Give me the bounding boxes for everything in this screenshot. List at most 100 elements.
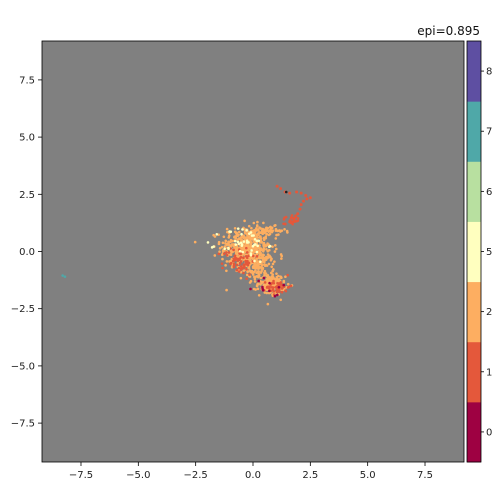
data-point-class-5 (240, 232, 243, 236)
data-point-class-2 (279, 298, 283, 302)
data-point-class-2 (265, 274, 269, 278)
data-point-class-2 (271, 262, 275, 266)
data-point-class-1 (220, 262, 224, 265)
data-point-class-2 (273, 260, 276, 263)
colorbar-segment (467, 41, 481, 102)
data-point-class-2 (221, 241, 225, 245)
data-point-class-1 (287, 285, 291, 289)
colorbar-segment (467, 101, 481, 162)
points-layer (61, 184, 312, 306)
data-point-class-2 (247, 248, 250, 251)
data-point-class-0 (277, 285, 281, 289)
data-point-class-2 (241, 247, 245, 251)
data-point-class-1 (280, 287, 284, 290)
data-point-class-2 (253, 280, 257, 283)
data-point-class-1 (241, 266, 244, 270)
data-point-class-0 (276, 293, 279, 297)
data-point-class-2 (252, 287, 256, 291)
data-point-class-2 (265, 226, 268, 230)
data-point-class-0 (249, 287, 252, 291)
data-point-class-1 (272, 281, 276, 285)
data-point-class-2 (284, 275, 287, 279)
data-point-class-1 (231, 259, 235, 263)
data-point-class-2 (273, 250, 277, 253)
colorbar-tick-label: 2 (486, 307, 492, 318)
data-point-class-1 (282, 218, 286, 221)
data-point-class-2 (267, 279, 270, 282)
data-point-class-2 (247, 266, 250, 270)
data-point-class-2 (257, 267, 261, 270)
data-point-class-7 (63, 275, 67, 278)
data-point-class-1 (263, 281, 267, 284)
data-point-class-2 (239, 236, 242, 239)
data-point-class-2 (262, 250, 265, 253)
data-point-class-1 (304, 193, 308, 197)
data-point-class-2 (274, 247, 278, 251)
data-point-class-2 (218, 250, 221, 254)
y-axis: 7.5 5.0 2.5 0.0 −2.5 −5.0 −7.5 (11, 75, 42, 430)
data-point-class-2 (257, 282, 260, 286)
data-point-class-1 (239, 252, 242, 256)
data-point-class-2 (259, 276, 263, 280)
data-point-class-2 (283, 228, 286, 231)
data-point-class-2 (271, 229, 274, 233)
data-point-class-2 (270, 265, 274, 269)
colorbar-tick-label: 7 (486, 127, 492, 138)
data-point-class-2 (263, 273, 266, 277)
data-point-class-2 (251, 237, 255, 241)
data-point-class-1 (239, 256, 243, 259)
data-point-class-1 (275, 184, 279, 188)
data-point-class-2 (267, 291, 271, 295)
data-point-class-2 (265, 291, 269, 295)
y-tick-label: 0.0 (19, 247, 35, 258)
data-point-class-2 (277, 233, 280, 236)
data-point-class-0 (257, 279, 260, 283)
data-point-class-5 (223, 247, 227, 251)
data-point-class-5 (255, 239, 259, 243)
data-point-class-2 (235, 233, 238, 237)
data-point-class-5 (210, 246, 214, 249)
colorbar-tick-label: 8 (486, 67, 492, 78)
data-point-class-1 (222, 252, 226, 255)
data-point-class-2 (254, 269, 257, 272)
y-tick-label: 2.5 (19, 190, 35, 201)
data-point-class-2 (218, 246, 222, 250)
data-point-class-2 (246, 234, 249, 237)
data-point-class-2 (260, 263, 264, 267)
y-tick-label: 7.5 (19, 75, 35, 86)
data-point-class-2 (222, 235, 226, 239)
data-point-class-2 (259, 239, 263, 242)
data-point-class-2 (252, 221, 256, 225)
data-point-class-1 (245, 251, 249, 254)
colorbar-segment (467, 281, 481, 343)
data-point-class-2 (217, 240, 221, 244)
data-point-class-2 (257, 273, 261, 277)
data-point-class-1 (292, 216, 296, 220)
data-point-class-7 (61, 274, 64, 277)
data-point-class-1 (244, 263, 248, 266)
data-point-class-2 (264, 236, 268, 240)
x-tick-label: −5.0 (126, 470, 150, 481)
x-tick-label: 0.0 (245, 470, 261, 481)
data-point-class-2 (271, 277, 274, 281)
data-point-class-2 (255, 271, 258, 274)
data-point-class-1 (232, 264, 236, 267)
data-point-class-2 (274, 227, 278, 231)
data-point-class-2 (193, 240, 197, 244)
data-point-class-2 (228, 260, 231, 263)
data-point-class-1 (289, 284, 293, 288)
data-point-class-2 (229, 238, 233, 242)
data-point-class-0 (284, 190, 288, 194)
x-tick-label: 7.5 (417, 470, 433, 481)
data-point-class-2 (264, 257, 268, 261)
data-point-class-1 (242, 256, 245, 260)
data-point-class-5 (227, 247, 230, 251)
data-point-class-5 (253, 243, 256, 246)
data-point-class-2 (280, 257, 283, 260)
data-point-class-2 (269, 258, 273, 262)
data-point-class-2 (253, 277, 257, 281)
data-point-class-2 (247, 235, 251, 239)
data-point-class-2 (236, 238, 239, 242)
data-point-class-5 (245, 229, 248, 232)
colorbar-segment (467, 341, 481, 403)
